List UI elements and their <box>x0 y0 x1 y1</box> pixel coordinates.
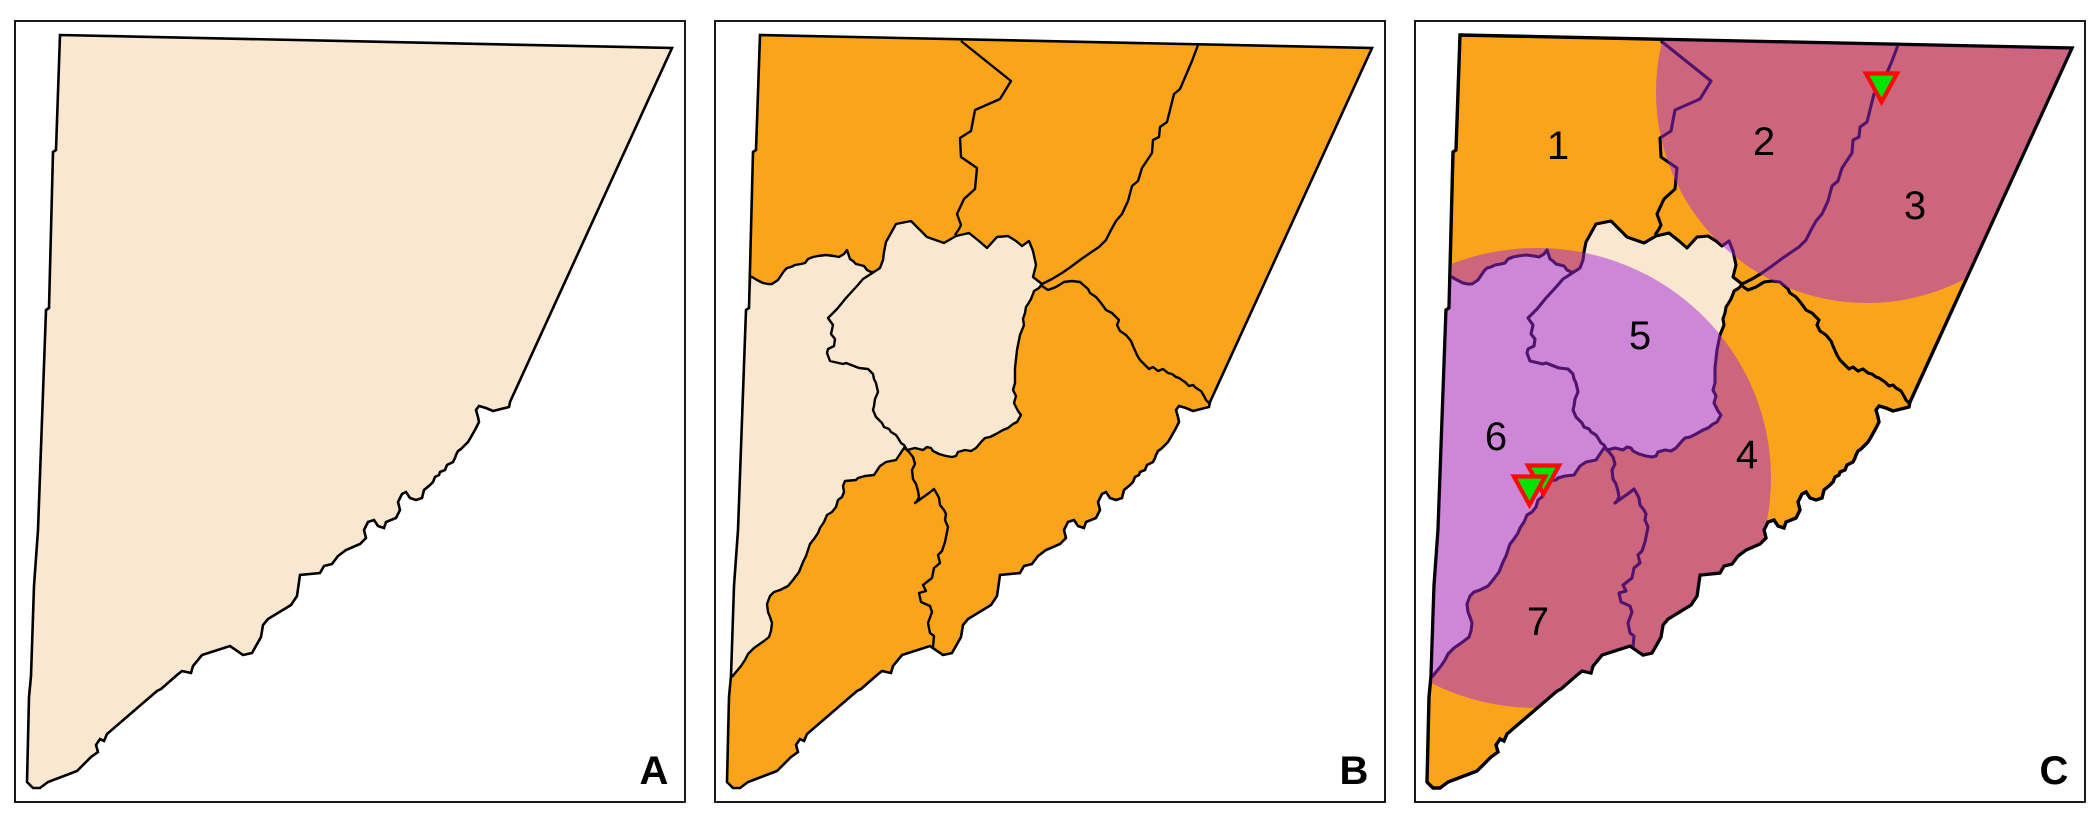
svg-text:C: C <box>2040 749 2069 793</box>
svg-text:1: 1 <box>1547 124 1569 168</box>
svg-text:7: 7 <box>1527 600 1549 644</box>
svg-text:B: B <box>1340 749 1369 793</box>
svg-text:2: 2 <box>1753 120 1775 164</box>
svg-text:5: 5 <box>1629 314 1651 358</box>
svg-text:3: 3 <box>1904 184 1926 228</box>
svg-text:4: 4 <box>1736 433 1758 477</box>
svg-text:6: 6 <box>1485 415 1507 459</box>
svg-text:A: A <box>640 749 669 793</box>
